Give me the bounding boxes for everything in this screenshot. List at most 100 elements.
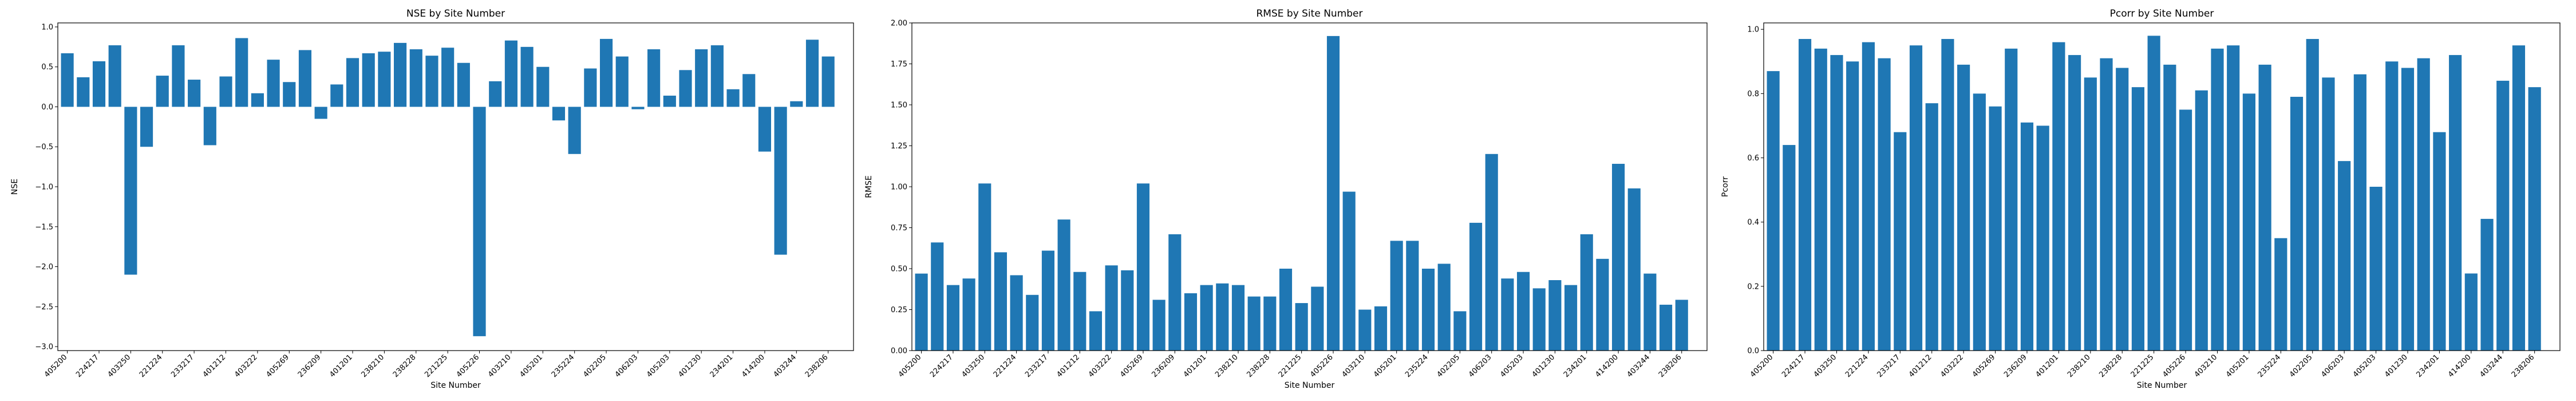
- bar: [108, 45, 121, 107]
- bar: [441, 48, 455, 107]
- bar: [1406, 241, 1419, 351]
- bar: [1247, 296, 1261, 351]
- y-axis-label: RMSE: [864, 175, 874, 198]
- bar: [2036, 125, 2049, 351]
- y-tick-label: 1.25: [891, 142, 907, 151]
- y-tick-label: −3.0: [35, 343, 53, 352]
- plot-frame: [911, 22, 1708, 351]
- bar: [2290, 96, 2304, 351]
- bar: [1675, 300, 1688, 351]
- y-tick-label: 0.5: [41, 63, 53, 72]
- chart-title: Pcorr by Site Number: [2110, 8, 2214, 19]
- bar: [1295, 303, 1308, 351]
- bar: [1231, 285, 1245, 351]
- bar: [978, 183, 991, 351]
- bar: [172, 45, 185, 107]
- y-tick-label: 1.0: [1747, 26, 1759, 34]
- bar: [2116, 68, 2129, 351]
- y-tick-label: 1.00: [891, 183, 907, 192]
- bar: [409, 49, 422, 107]
- bar: [599, 38, 613, 107]
- bar: [790, 101, 803, 107]
- bar: [2163, 64, 2176, 351]
- bar: [1596, 258, 1609, 351]
- bar: [2496, 80, 2510, 351]
- bar: [1216, 283, 1229, 351]
- bar: [140, 107, 153, 147]
- bar: [2385, 61, 2399, 351]
- bar: [457, 62, 470, 107]
- bar: [1878, 58, 1891, 351]
- bar: [742, 74, 756, 107]
- bar: [726, 89, 740, 107]
- bar: [504, 40, 517, 107]
- chart-title: RMSE by Site Number: [1256, 8, 1362, 19]
- bar: [2417, 58, 2430, 351]
- bar: [663, 95, 676, 107]
- bar: [1783, 145, 1796, 351]
- bar: [2306, 39, 2319, 351]
- bar: [1089, 311, 1103, 351]
- bar: [931, 242, 944, 351]
- bar: [2433, 132, 2446, 351]
- bar: [1580, 234, 1593, 351]
- bar: [61, 53, 74, 107]
- y-tick-label: 0.6: [1747, 154, 1759, 163]
- bar: [1814, 48, 1827, 351]
- bar: [1010, 275, 1023, 351]
- bar: [77, 77, 90, 107]
- bar: [1798, 39, 1812, 351]
- bar: [2195, 90, 2208, 351]
- bar: [188, 80, 201, 107]
- bar: [2401, 68, 2415, 351]
- bar: [1041, 250, 1055, 351]
- x-axis-label: Site Number: [430, 381, 481, 390]
- bar: [1469, 222, 1483, 351]
- bar: [235, 38, 248, 107]
- y-axis-label: Pcorr: [1721, 176, 1730, 197]
- bar: [92, 61, 106, 107]
- bar: [915, 273, 928, 351]
- bar: [156, 76, 169, 107]
- bar: [1894, 132, 1907, 351]
- bar: [362, 53, 375, 107]
- bar: [568, 107, 581, 154]
- bar: [2068, 55, 2081, 351]
- bar: [283, 82, 296, 107]
- y-tick-label: 0.8: [1747, 90, 1759, 99]
- y-axis: 0.0 0.2 0.4 0.6 0.8 1.0: [1747, 26, 1764, 356]
- bar: [2353, 74, 2366, 351]
- bar: [1973, 93, 1986, 351]
- bar: [2179, 109, 2192, 351]
- bar: [1501, 278, 1514, 351]
- y-tick-label: −0.5: [35, 143, 53, 152]
- y-tick-label: 1.50: [891, 101, 907, 110]
- bar: [2084, 77, 2097, 351]
- bar: [695, 49, 708, 107]
- bar: [2227, 45, 2240, 351]
- bar: [2242, 93, 2255, 351]
- x-axis-label: Site Number: [1285, 381, 1335, 390]
- bar: [489, 81, 502, 107]
- bar: [1611, 163, 1625, 351]
- bar: [1643, 273, 1657, 351]
- bar: [1957, 64, 1970, 351]
- plot-frame: [57, 22, 854, 351]
- bar: [1846, 61, 1859, 351]
- bar: [314, 107, 327, 119]
- bar: [520, 46, 534, 107]
- bar: [1390, 241, 1403, 351]
- bar: [2258, 64, 2271, 351]
- bar: [2480, 219, 2494, 351]
- bar: [1941, 39, 1954, 351]
- bar: [2274, 238, 2287, 351]
- bar: [805, 40, 819, 107]
- y-tick-label: 0.2: [1747, 282, 1759, 291]
- bar: [1168, 234, 1182, 351]
- y-axis: 0.00 0.25 0.50 0.75 1.00 1.25 1.50 1.75 2.00: [891, 19, 912, 356]
- bar: [1105, 265, 1118, 351]
- y-tick-label: 0.0: [41, 103, 53, 112]
- bar: [425, 56, 438, 107]
- bar: [1200, 285, 1213, 351]
- bar: [2512, 45, 2526, 351]
